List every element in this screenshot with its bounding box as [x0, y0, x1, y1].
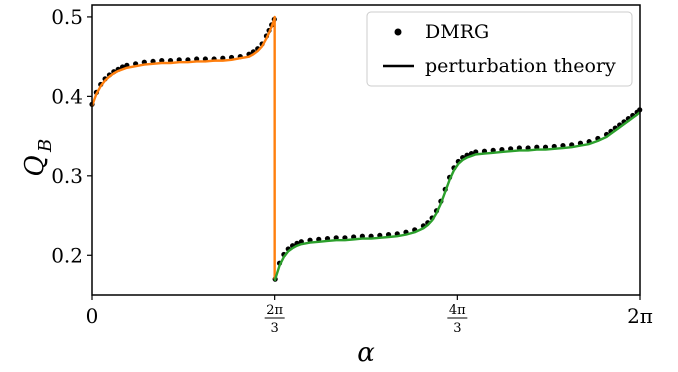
x-tick-label-num-1: 2π: [266, 303, 283, 318]
y-axis-label: Q B: [20, 139, 56, 177]
x-tick-label-0: 0: [86, 304, 99, 328]
series-layer: [89, 15, 643, 282]
x-tick-label-num-2: 4π: [449, 303, 466, 318]
y-tick-label-2: 0.4: [51, 84, 83, 108]
legend-dmrg-marker: [394, 28, 402, 36]
x-tick-label-3: 2π: [627, 304, 653, 328]
series-line-branch2: [273, 111, 641, 282]
legend-pt-label: perturbation theory: [425, 55, 616, 77]
y-tick-label-0: 0.2: [51, 243, 83, 267]
legend-dmrg-label: DMRG: [425, 21, 489, 43]
series-line-branch1: [90, 15, 276, 280]
y-axis-label-sub: B: [35, 139, 56, 153]
y-tick-label-1: 0.3: [51, 164, 83, 188]
legend: DMRG perturbation theory: [366, 11, 633, 87]
tick-layer: 0.2 0.3 0.4 0.5 0 2π 3 4π 3 2π: [51, 5, 653, 336]
y-axis-label-main: Q: [20, 155, 50, 176]
x-axis-label: α: [357, 338, 375, 368]
y-tick-label-3: 0.5: [51, 5, 83, 29]
axes-frame: [91, 4, 641, 296]
x-tick-label-den-2: 3: [453, 321, 461, 336]
x-tick-label-den-1: 3: [271, 321, 279, 336]
legend-box: [366, 11, 633, 87]
